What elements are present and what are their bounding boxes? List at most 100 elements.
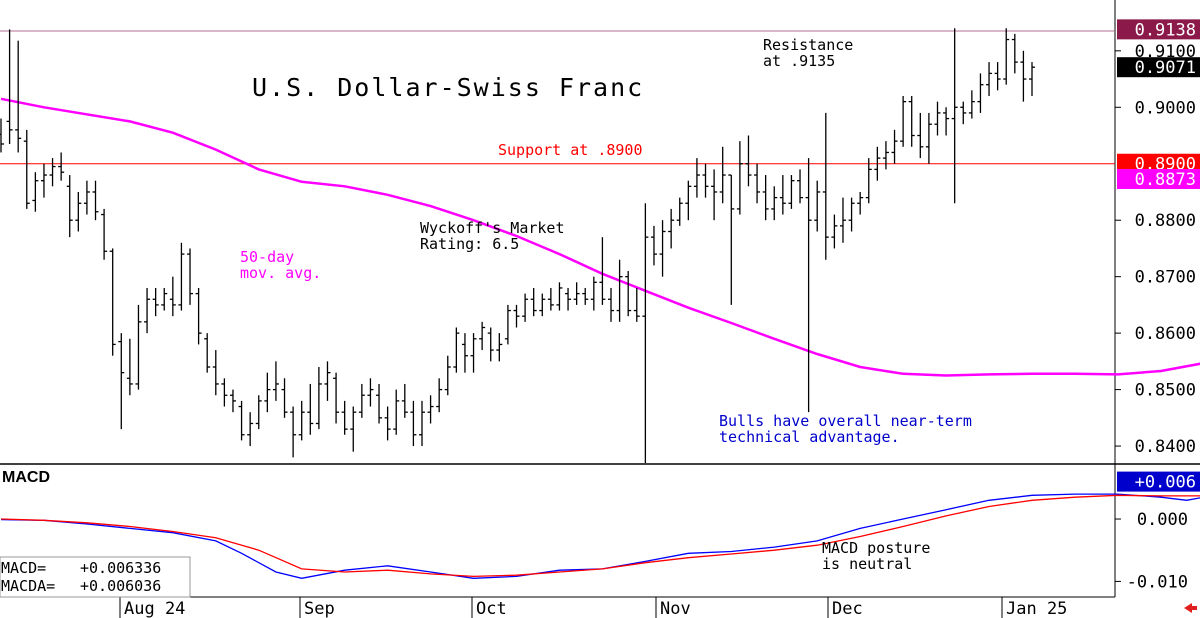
price-bar (1011, 33, 1018, 74)
price-bar (779, 175, 786, 215)
price-bar (556, 282, 563, 311)
price-bar (539, 293, 546, 317)
price-bar (659, 220, 666, 277)
price-bar (410, 400, 417, 447)
price-bar (719, 146, 726, 204)
price-bar (401, 383, 408, 418)
bulls-label-2: technical advantage. (719, 428, 900, 446)
price-bar (281, 378, 288, 418)
month-label: Oct (476, 599, 507, 618)
macd-legend-value: +0.006336 (80, 559, 161, 577)
price-bar (925, 112, 932, 164)
price-bar (444, 355, 451, 396)
price-bar (977, 73, 984, 113)
moving-average (0, 97, 1200, 377)
price-bar (547, 287, 554, 311)
price-bar (178, 242, 185, 311)
price-bar (229, 389, 236, 413)
price-bar (874, 146, 881, 181)
price-bar (805, 158, 812, 413)
price-bar (479, 321, 486, 351)
price-tick-label: 0.8500 (1135, 381, 1196, 401)
price-bar (101, 208, 108, 260)
price-tick-label: 0.9100 (1135, 42, 1196, 62)
price-bar (951, 28, 958, 204)
price-bar (745, 135, 752, 187)
month-label: Nov (660, 599, 691, 618)
month-label: Dec (832, 599, 863, 618)
macd-line (0, 493, 1200, 579)
price-bar (126, 338, 133, 396)
chart-title: U.S. Dollar-Swiss Franc (252, 73, 644, 102)
macd-tag-box (1117, 471, 1200, 492)
price-bar (943, 107, 950, 136)
price-bar (573, 282, 580, 305)
price-bar (728, 174, 735, 305)
price-bar (169, 276, 176, 317)
price-bar (633, 287, 640, 322)
macd-legend-box: MACD= +0.006336 MACDA= +0.006036 (0, 556, 191, 598)
price-bar (315, 367, 322, 430)
price-bar (882, 141, 889, 170)
price-bar (625, 271, 632, 317)
price-bar (461, 333, 468, 373)
price-bar (83, 180, 90, 215)
price-bar (436, 378, 443, 413)
resistance-label-2: at .9135 (763, 52, 835, 70)
price-bar (762, 175, 769, 221)
price-bar (307, 383, 314, 435)
price-tag-label: 0.9071 (1135, 58, 1196, 78)
price-bar (908, 95, 915, 147)
macd-panel (0, 493, 1200, 579)
price-bar (367, 378, 374, 407)
price-bar (676, 197, 683, 226)
price-bar (333, 372, 340, 424)
price-bar (32, 172, 39, 212)
price-bar (857, 191, 864, 215)
moving-average-line (0, 97, 1200, 377)
price-bar (58, 152, 65, 181)
price-bar (40, 163, 47, 198)
price-bar (195, 287, 202, 345)
price-bar (599, 237, 606, 305)
axis-labels: 0.8400 0.8500 0.8600 0.8700 0.8800 0.9000 0.91… (119, 42, 1196, 618)
price-tick-label: 0.8600 (1135, 324, 1196, 344)
price-bar (1029, 62, 1035, 96)
price-bar (668, 208, 675, 249)
price-bar (771, 186, 778, 221)
price-bar (0, 118, 4, 153)
month-label: Jan 25 (1006, 599, 1067, 618)
price-bar (247, 412, 254, 447)
macd-panel-title: MACD (2, 469, 50, 486)
price-tick-label: 0.9000 (1135, 98, 1196, 118)
price-bar (75, 191, 82, 232)
price-bar (900, 95, 907, 147)
price-bar (582, 287, 589, 305)
price-bar (358, 383, 365, 418)
back-arrow-icon[interactable] (1184, 603, 1197, 613)
price-bar (204, 333, 211, 373)
price-bar (822, 112, 829, 260)
price-bar (616, 259, 623, 322)
price-bar (6, 29, 13, 144)
price-bar (986, 62, 993, 96)
price-bar (814, 180, 821, 232)
support-label: Support at .8900 (498, 141, 643, 159)
ma-label-1: 50-day (240, 248, 294, 266)
wyckoff-label-2: Rating: 6.5 (420, 235, 519, 253)
resistance-label-1: Resistance (763, 36, 853, 54)
price-bar (1003, 28, 1010, 85)
price-bars (0, 28, 1035, 463)
macd-tag-label: +0.006 (1135, 473, 1196, 493)
price-bar (109, 248, 116, 356)
price-bar (693, 158, 700, 198)
price-bar (565, 287, 572, 311)
price-bar (608, 287, 615, 322)
price-tag-box (1117, 19, 1200, 40)
price-bar (427, 395, 434, 424)
price-bar (152, 287, 159, 317)
price-bar (23, 129, 30, 209)
macd-note-1: MACD posture (822, 539, 930, 557)
price-bar (221, 378, 228, 407)
